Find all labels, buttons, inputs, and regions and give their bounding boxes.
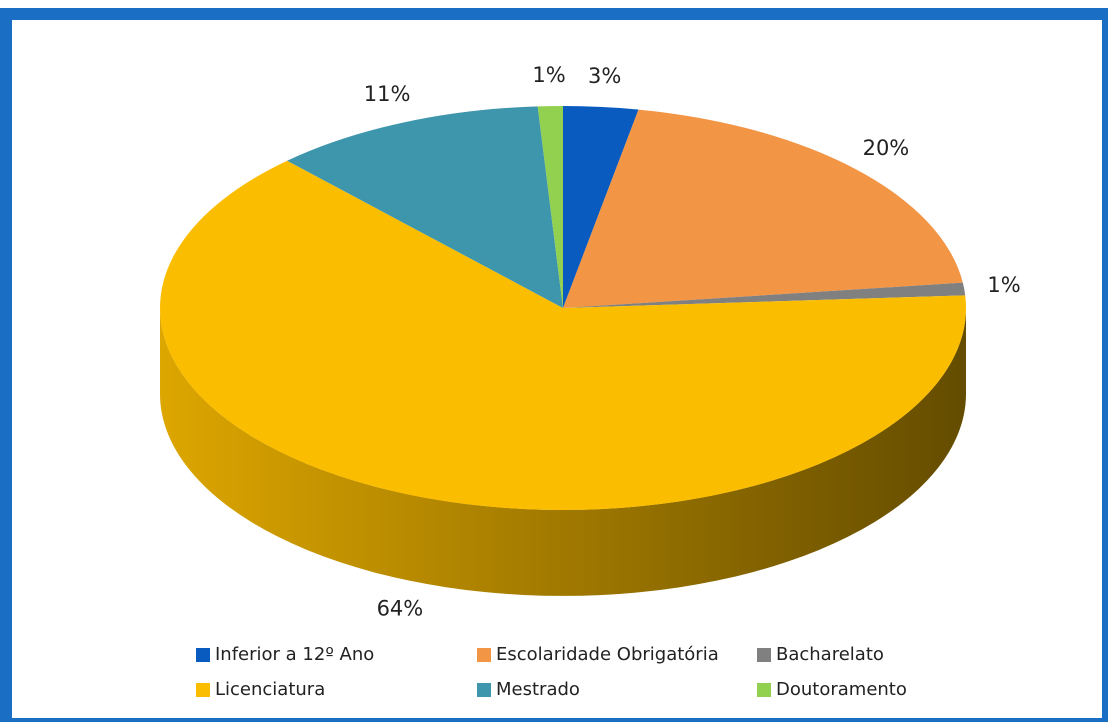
legend-swatch [477, 648, 491, 662]
legend-label: Doutoramento [776, 679, 907, 700]
pie-slice [537, 106, 563, 308]
data-label: 64% [377, 597, 424, 621]
legend-label: Inferior a 12º Ano [215, 644, 374, 665]
data-label: 11% [364, 82, 411, 106]
legend-label: Mestrado [496, 679, 580, 700]
legend-swatch [757, 648, 771, 662]
pie-slice [563, 106, 639, 308]
legend-label: Licenciatura [215, 679, 325, 700]
pie-side [160, 308, 966, 596]
legend-label: Escolaridade Obrigatória [496, 644, 719, 665]
data-label: 20% [863, 136, 910, 160]
pie-slice [563, 109, 963, 308]
legend-swatch [196, 683, 210, 697]
data-label: 1% [987, 273, 1020, 297]
pie-slice [160, 160, 967, 510]
legend-swatch [196, 648, 210, 662]
legend-swatch [477, 683, 491, 697]
pie-slice [563, 282, 966, 308]
data-label: 3% [588, 64, 621, 88]
legend-swatch [757, 683, 771, 697]
data-label: 1% [532, 63, 565, 87]
pie-slice [287, 106, 563, 309]
legend-label: Bacharelato [776, 644, 884, 665]
